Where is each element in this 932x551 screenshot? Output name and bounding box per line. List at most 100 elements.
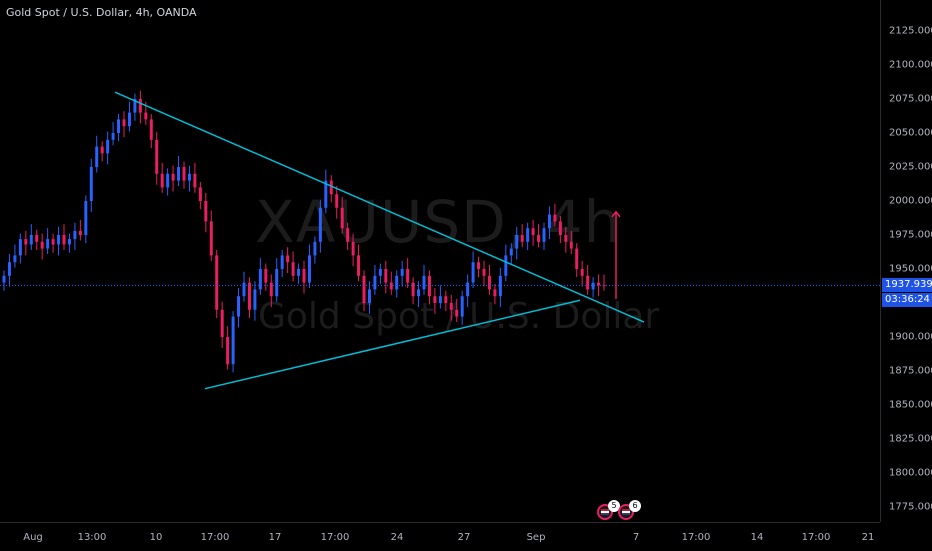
price-axis[interactable]: 2125.000 2100.000 2075.000 2050.000 2025.000… bbox=[880, 0, 932, 522]
candle-body bbox=[40, 241, 44, 249]
candle-body bbox=[67, 239, 71, 245]
candle-body bbox=[253, 289, 257, 310]
candle-body bbox=[242, 282, 246, 297]
price-tick-label: 1950.000 bbox=[889, 263, 932, 275]
event-count-badge: 5 bbox=[608, 500, 620, 512]
candle-body bbox=[204, 201, 208, 222]
candle-body bbox=[569, 241, 573, 249]
price-chart[interactable] bbox=[0, 0, 880, 522]
candle-body bbox=[78, 230, 82, 235]
candle-body bbox=[198, 187, 202, 201]
candle-body bbox=[220, 309, 224, 337]
time-tick-label: Aug bbox=[23, 532, 43, 543]
candle-body bbox=[329, 180, 333, 195]
candle-body bbox=[237, 296, 241, 317]
time-tick-label: 17 bbox=[268, 532, 282, 543]
candle-body bbox=[346, 228, 350, 242]
candle-body bbox=[177, 167, 181, 181]
candle-body bbox=[547, 214, 551, 229]
candle-body bbox=[591, 282, 595, 290]
candle-body bbox=[493, 289, 497, 297]
candle-body bbox=[144, 112, 148, 120]
watermark-name: Gold Spot / U.S. Dollar bbox=[258, 296, 660, 337]
candle-body bbox=[291, 262, 295, 276]
candle-body bbox=[7, 262, 11, 276]
price-tick-label: 1850.000 bbox=[889, 399, 932, 411]
candle-body bbox=[537, 235, 541, 242]
candle-body bbox=[487, 275, 491, 290]
candle-body bbox=[340, 207, 344, 229]
price-tick-label: 1975.000 bbox=[889, 229, 932, 241]
chart-title: Gold Spot / U.S. Dollar, 4h, OANDA bbox=[6, 6, 197, 19]
price-tick-label: 2125.000 bbox=[889, 25, 932, 37]
candle-body bbox=[160, 173, 164, 188]
candle-body bbox=[509, 248, 513, 256]
time-tick-label: 14 bbox=[750, 532, 764, 543]
candle-body bbox=[182, 167, 186, 181]
time-tick-label: 13:00 bbox=[77, 532, 107, 543]
bar-countdown-label: 03:36:24 bbox=[882, 293, 932, 308]
price-tick-label: 1800.000 bbox=[889, 467, 932, 479]
candle-body bbox=[395, 275, 399, 290]
candle-body bbox=[247, 282, 251, 310]
candle-body bbox=[433, 296, 437, 303]
time-tick-label: 7 bbox=[632, 532, 640, 543]
candle-body bbox=[318, 207, 322, 242]
candle-body bbox=[280, 255, 284, 269]
candle-body bbox=[18, 239, 22, 256]
candle-body bbox=[155, 139, 159, 174]
candle-body bbox=[313, 241, 317, 256]
candle-body bbox=[297, 269, 301, 276]
candle-body bbox=[138, 99, 142, 113]
time-tick-label: 17:00 bbox=[681, 532, 711, 543]
candle-body bbox=[357, 255, 361, 276]
upper-trendline bbox=[114, 91, 645, 323]
candle-body bbox=[106, 139, 110, 154]
candle-body bbox=[73, 230, 77, 240]
candle-body bbox=[35, 235, 39, 242]
time-tick-label: 21 bbox=[861, 532, 875, 543]
candle-body bbox=[95, 146, 99, 167]
candle-body bbox=[269, 282, 273, 297]
price-tick-label: 2075.000 bbox=[889, 93, 932, 105]
candle-body bbox=[466, 282, 470, 297]
candle-body bbox=[307, 255, 311, 283]
time-tick-label: Sep bbox=[526, 532, 546, 543]
time-axis[interactable]: Aug 13:00 10 17:00 17 17:00 24 27 Sep 7 17:00 14 17:… bbox=[0, 522, 880, 551]
candle-body bbox=[133, 99, 137, 113]
candle-body bbox=[122, 119, 126, 127]
candle-body bbox=[564, 235, 568, 242]
candle-body bbox=[24, 239, 28, 245]
candle-body bbox=[515, 235, 519, 249]
candle-body bbox=[542, 228, 546, 242]
projection-arrow-head bbox=[611, 210, 621, 218]
candle-body bbox=[460, 296, 464, 317]
price-tick-label: 2000.000 bbox=[889, 195, 932, 207]
candle-body bbox=[406, 269, 410, 283]
candle-body bbox=[171, 173, 175, 181]
candle-body bbox=[324, 180, 328, 208]
chart-area[interactable]: XAUUSD, 4h Gold Spot / U.S. Dollar Gold … bbox=[0, 0, 880, 522]
economic-event-marker[interactable]: 5 bbox=[597, 500, 620, 520]
candle-body bbox=[427, 275, 431, 297]
time-tick-label: 10 bbox=[149, 532, 163, 543]
candle-body bbox=[351, 241, 355, 256]
time-tick-label: 17:00 bbox=[801, 532, 831, 543]
candle-body bbox=[602, 285, 606, 287]
candle-body bbox=[127, 112, 131, 127]
candle-body bbox=[580, 269, 584, 276]
candle-body bbox=[100, 146, 104, 154]
candle-body bbox=[51, 239, 55, 245]
lower-trendline bbox=[204, 299, 581, 390]
candle-body bbox=[417, 289, 421, 297]
time-tick-label: 24 bbox=[390, 532, 404, 543]
candle-body bbox=[373, 275, 377, 290]
candle-body bbox=[335, 194, 339, 208]
candle-body bbox=[362, 275, 366, 303]
candle-body bbox=[89, 167, 93, 201]
economic-event-marker[interactable]: 6 bbox=[618, 500, 641, 520]
candle-body bbox=[575, 248, 579, 269]
candle-body bbox=[586, 275, 590, 290]
candle-body bbox=[444, 296, 448, 303]
candle-body bbox=[471, 262, 475, 283]
